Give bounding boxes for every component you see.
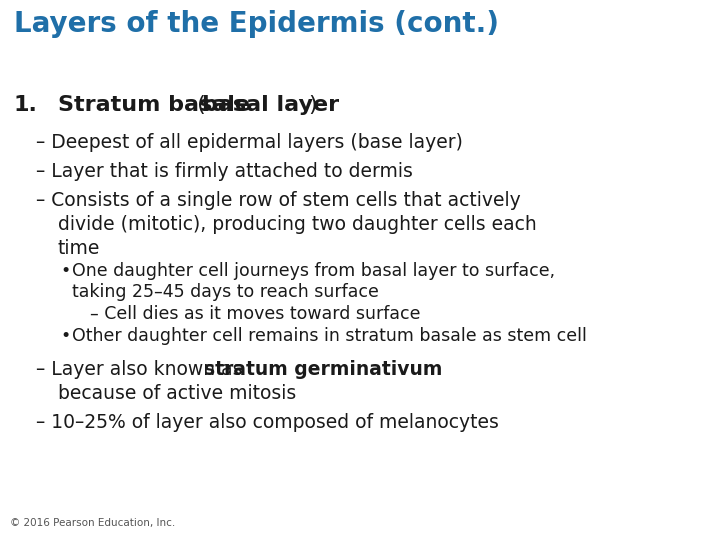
Text: ): ) bbox=[308, 95, 317, 115]
Text: – Consists of a single row of stem cells that actively: – Consists of a single row of stem cells… bbox=[36, 191, 521, 210]
Text: stratum germinativum: stratum germinativum bbox=[204, 360, 442, 379]
Text: basal layer: basal layer bbox=[202, 95, 339, 115]
Text: taking 25–45 days to reach surface: taking 25–45 days to reach surface bbox=[72, 283, 379, 301]
Text: (: ( bbox=[190, 95, 206, 115]
Text: – 10–25% of layer also composed of melanocytes: – 10–25% of layer also composed of melan… bbox=[36, 413, 499, 432]
Text: Layers of the Epidermis (cont.): Layers of the Epidermis (cont.) bbox=[14, 10, 499, 38]
Text: •: • bbox=[60, 262, 71, 280]
Text: © 2016 Pearson Education, Inc.: © 2016 Pearson Education, Inc. bbox=[10, 518, 175, 528]
Text: because of active mitosis: because of active mitosis bbox=[58, 384, 296, 403]
Text: – Cell dies as it moves toward surface: – Cell dies as it moves toward surface bbox=[90, 305, 420, 323]
Text: 1.: 1. bbox=[14, 95, 38, 115]
Text: – Deepest of all epidermal layers (base layer): – Deepest of all epidermal layers (base … bbox=[36, 133, 463, 152]
Text: Other daughter cell remains in stratum basale as stem cell: Other daughter cell remains in stratum b… bbox=[72, 327, 587, 345]
Text: Stratum basale: Stratum basale bbox=[58, 95, 250, 115]
Text: time: time bbox=[58, 239, 100, 258]
Text: – Layer also known as: – Layer also known as bbox=[36, 360, 248, 379]
Text: divide (mitotic), producing two daughter cells each: divide (mitotic), producing two daughter… bbox=[58, 215, 536, 234]
Text: •: • bbox=[60, 327, 71, 345]
Text: – Layer that is firmly attached to dermis: – Layer that is firmly attached to dermi… bbox=[36, 162, 413, 181]
Text: One daughter cell journeys from basal layer to surface,: One daughter cell journeys from basal la… bbox=[72, 262, 555, 280]
